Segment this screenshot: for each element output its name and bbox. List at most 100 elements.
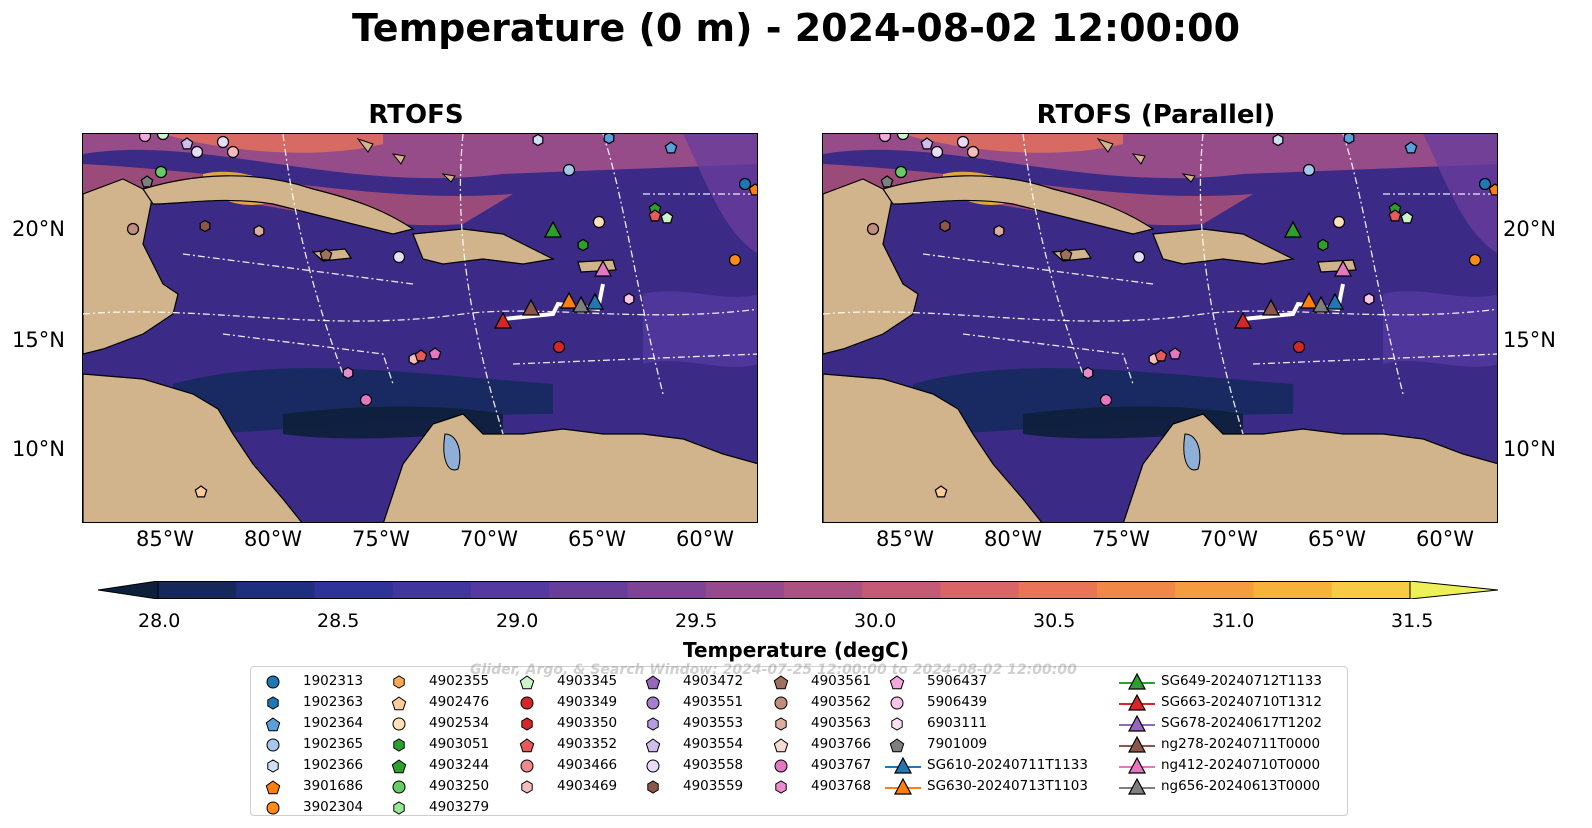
legend-entry-label: 4903767 — [811, 757, 872, 773]
land-bahamas — [1096, 138, 1196, 183]
glider-marker — [1299, 291, 1319, 309]
legend-entry-label: 4903558 — [683, 757, 744, 773]
eez-boundary-line — [962, 333, 1134, 385]
legend-marker-icon — [521, 717, 533, 731]
glider-marker — [559, 291, 579, 309]
argo-float-marker — [748, 183, 757, 196]
legend-entry-label: 4903279 — [429, 799, 490, 815]
legend-marker-icon — [646, 759, 660, 773]
argo-float-marker — [1317, 238, 1329, 252]
panel-title-rtofs-parallel: RTOFS (Parallel) — [1036, 100, 1276, 130]
legend-entry-label: 4903350 — [557, 715, 618, 731]
land-cuba — [142, 175, 415, 235]
argo-float-marker — [956, 135, 970, 149]
legend-marker-icon — [774, 696, 788, 710]
legend-entry-label: 4902355 — [429, 673, 490, 689]
glider-track — [502, 283, 605, 321]
panel-title-rtofs: RTOFS — [368, 100, 464, 130]
colorbar-bin — [1175, 581, 1254, 599]
legend-marker-icon — [1119, 736, 1155, 753]
lon-label: 80°W — [984, 527, 1042, 551]
argo-float-marker — [1468, 253, 1482, 267]
lon-label: 70°W — [460, 527, 518, 551]
argo-float-marker — [728, 253, 742, 267]
legend-entry-label: SG649-20240712T1133 — [1161, 673, 1322, 689]
lon-label: 75°W — [1092, 527, 1150, 551]
legend-marker-icon — [267, 696, 279, 710]
lat-label-left: 15°N — [12, 328, 65, 352]
argo-float-marker — [660, 211, 674, 224]
argo-float-marker — [878, 134, 892, 143]
argo-float-marker — [1082, 366, 1094, 380]
eez-boundary-line — [922, 253, 1154, 285]
lat-label-left: 20°N — [12, 217, 65, 241]
legend-entry-label: SG610-20240711T1133 — [927, 757, 1088, 773]
legend-marker-icon — [391, 696, 407, 711]
argo-float-marker — [966, 145, 980, 159]
colorbar-bin — [862, 581, 941, 599]
argo-float-marker — [156, 134, 170, 141]
glider-track — [1242, 283, 1345, 321]
legend-entry-label: ng656-20240613T0000 — [1161, 778, 1321, 794]
legend-entry-label: 7901009 — [927, 736, 988, 752]
argo-float-marker — [894, 165, 908, 179]
map-rtofs-parallel[interactable] — [822, 133, 1498, 523]
lat-label-right: 10°N — [1503, 437, 1556, 461]
land-puerto-rico — [1317, 259, 1357, 273]
argo-float-marker — [1272, 134, 1284, 147]
lon-label: 65°W — [568, 527, 626, 551]
legend-marker-icon — [889, 738, 905, 753]
argo-float-marker — [359, 393, 373, 407]
eez-boundary-line — [282, 134, 344, 375]
argo-float-marker — [577, 238, 589, 252]
land-bahamas — [356, 138, 456, 183]
argo-float-marker — [319, 248, 333, 261]
eez-boundary-line — [83, 308, 757, 322]
legend-marker-icon — [1119, 673, 1155, 690]
colorbar-bin — [314, 581, 394, 599]
colorbar-tick-label: 28.5 — [317, 610, 360, 632]
argo-float-marker — [392, 250, 406, 264]
colorbar-bin — [392, 581, 472, 599]
lat-label-right: 20°N — [1503, 217, 1556, 241]
argo-float-marker — [1132, 250, 1146, 264]
colorbar-tick-label: 30.0 — [854, 610, 897, 632]
cool-sst-band — [1383, 291, 1497, 367]
colorbar-extend-min — [98, 581, 159, 599]
legend-entry-label: ng278-20240711T0000 — [1161, 736, 1321, 752]
argo-float-marker — [1388, 209, 1402, 222]
legend-entry-label: 4903349 — [557, 694, 618, 710]
colorbar-bin — [705, 581, 785, 599]
legend-marker-icon — [647, 780, 659, 794]
legend-marker-icon — [392, 717, 406, 731]
colorbar-bin — [236, 581, 315, 599]
legend-marker-icon — [393, 675, 405, 689]
legend-entry-label: 4902534 — [429, 715, 490, 731]
legend-marker-icon — [266, 738, 280, 752]
legend-marker-icon — [1119, 757, 1155, 774]
argo-float-marker — [1292, 340, 1306, 354]
lon-label: 85°W — [876, 527, 934, 551]
legend-marker-icon — [647, 717, 659, 731]
eez-boundary-line — [1342, 134, 1404, 395]
legend-marker-icon — [392, 780, 406, 794]
argo-float-marker — [1400, 211, 1414, 224]
observations-legend: 1902313 1902363 1902364 1902365 1902366 39016… — [250, 666, 1348, 816]
eez-boundary-line — [1252, 353, 1497, 365]
land-south-america — [1123, 413, 1497, 522]
legend-marker-icon — [520, 759, 534, 773]
argo-float-marker — [414, 349, 428, 362]
map-rtofs[interactable] — [82, 133, 758, 523]
legend-marker-icon — [1119, 694, 1155, 711]
argo-float-marker — [180, 137, 194, 150]
argo-float-marker — [939, 219, 951, 233]
cool-sst-band — [1423, 134, 1497, 253]
colorbar-tick-label: 31.5 — [1391, 610, 1434, 632]
legend-entry-label: 4903051 — [429, 736, 490, 752]
argo-float-marker — [1154, 349, 1168, 362]
colorbar-tick-label: 29.5 — [675, 610, 718, 632]
colorbar-bin — [1331, 581, 1411, 599]
eez-boundary-line — [1199, 134, 1244, 435]
land-cuba — [882, 175, 1155, 235]
argo-float-marker — [199, 219, 211, 233]
